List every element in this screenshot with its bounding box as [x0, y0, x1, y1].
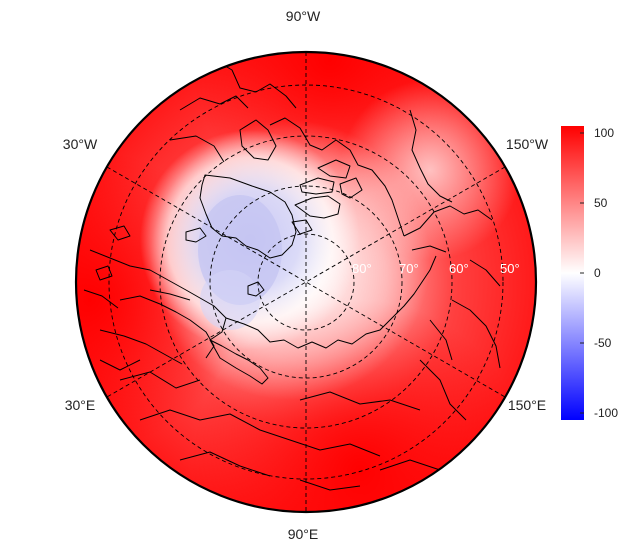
lat-label-80: 80°: [352, 261, 372, 276]
lat-label-50: 50°: [500, 261, 520, 276]
colorbar-ticks: 100 50 0 -50 -100: [580, 126, 618, 420]
colorbar-tick-label: -100: [594, 406, 618, 420]
colorbar-tick-label: 100: [594, 126, 614, 140]
lon-label-30w: 30°W: [63, 136, 98, 152]
anomaly-field: [76, 52, 536, 512]
colorbar-tick-label: -50: [594, 336, 612, 350]
lon-label-150e: 150°E: [508, 397, 546, 413]
lon-label-150w: 150°W: [506, 136, 549, 152]
map-boundary: [74, 50, 538, 514]
lat-label-60: 60°: [449, 261, 469, 276]
coastlines: [83, 59, 501, 491]
lon-label-90e: 90°E: [288, 526, 319, 542]
colorbar-tick-label: 0: [594, 266, 601, 280]
colorbar: 100 50 0 -50 -100: [561, 126, 618, 420]
colorbar-tick-label: 50: [594, 196, 608, 210]
colorbar-gradient: [561, 126, 584, 420]
lat-label-70: 70°: [399, 261, 419, 276]
lon-label-30e: 30°E: [65, 397, 96, 413]
graticule: [106, 52, 506, 512]
lon-label-90w: 90°W: [286, 8, 321, 24]
